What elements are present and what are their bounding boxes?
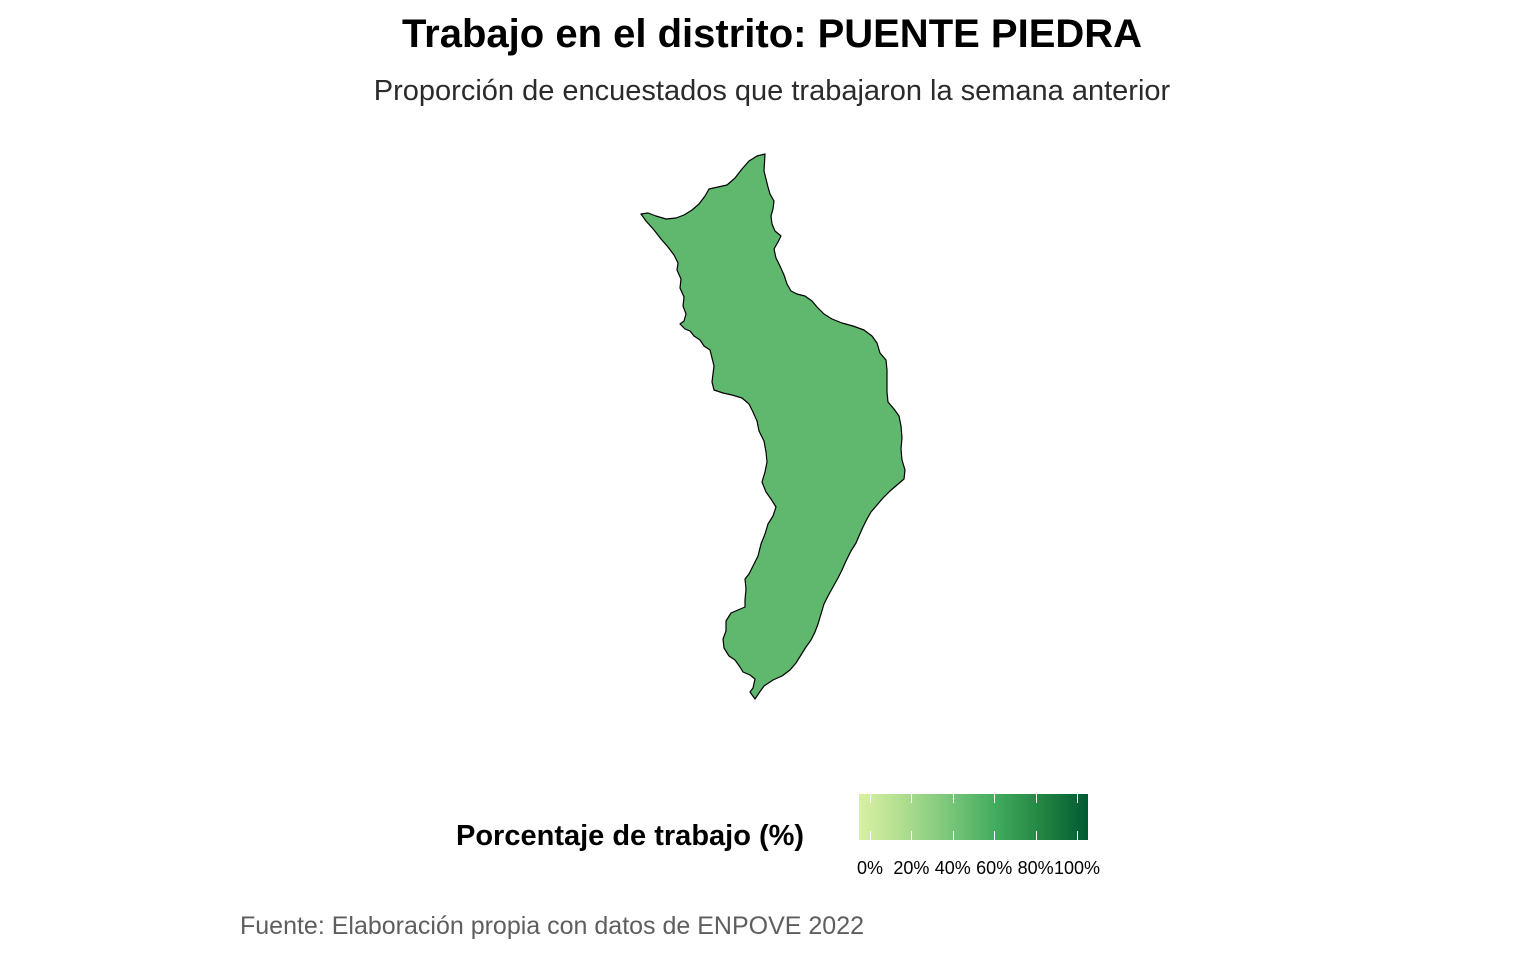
legend-title: Porcentaje de trabajo (%) (456, 820, 805, 852)
legend-tick-label: 20% (893, 858, 930, 878)
legend-tick-mark (870, 794, 871, 803)
legend-tick-mark (911, 831, 913, 840)
map-subtitle: Proporción de encuestados que trabajaron… (373, 75, 1171, 107)
legend-tick-mark (994, 831, 996, 840)
legend-tick-mark (911, 794, 913, 803)
legend-tick-mark (952, 794, 954, 803)
legend-tick-label: 60% (976, 858, 1013, 878)
source-caption: Fuente: Elaboración propia con datos de … (240, 912, 865, 940)
legend-tick-mark (1077, 831, 1078, 840)
legend-tick-label: 0% (856, 858, 884, 878)
legend-tick-label: 80% (1017, 858, 1054, 878)
legend-tick-mark (1035, 794, 1037, 803)
legend-color-bar (859, 794, 1088, 840)
legend-tick-label: 100% (1053, 858, 1101, 878)
legend-tick-label: 40% (934, 858, 971, 878)
legend-tick-mark (994, 794, 996, 803)
legend-tick-mark (1035, 831, 1037, 840)
map-title: Trabajo en el distrito: PUENTE PIEDRA (401, 12, 1143, 56)
district-puente-piedra (640, 153, 906, 700)
legend-tick-mark (952, 831, 954, 840)
legend-tick-mark (1077, 794, 1078, 803)
legend-tick-mark (870, 831, 871, 840)
